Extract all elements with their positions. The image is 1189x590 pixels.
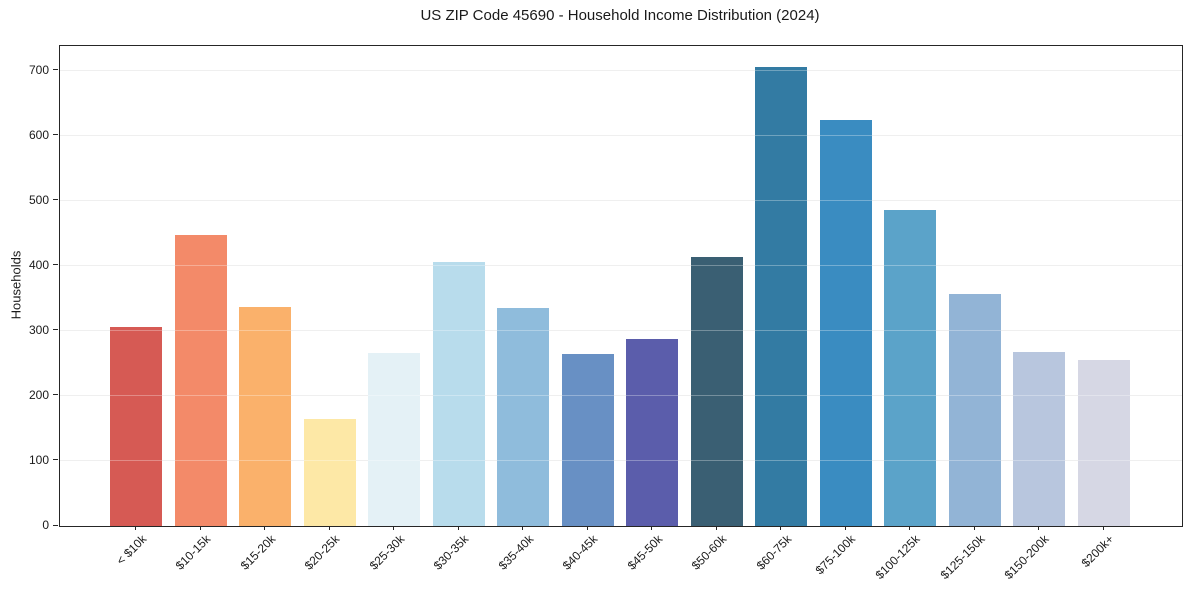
x-tick-mark xyxy=(393,526,394,530)
bar-60-75k xyxy=(755,66,807,526)
x-tick-mark xyxy=(909,526,910,530)
x-tick-label: $100-125k xyxy=(872,532,923,583)
plot-area xyxy=(59,45,1183,527)
gridline xyxy=(60,70,1182,72)
x-tick-mark xyxy=(199,526,201,530)
bar-100-125k xyxy=(884,209,936,526)
bar-25-30k xyxy=(368,353,420,526)
bar-200k xyxy=(1077,359,1130,526)
x-tick-label: $10-15k xyxy=(172,532,214,573)
x-tick-label: $45-50k xyxy=(624,532,665,573)
x-tick-label: < $10k xyxy=(113,532,149,568)
gridline-overlay xyxy=(60,460,1182,462)
x-tick-mark xyxy=(973,526,975,530)
x-tick-mark xyxy=(457,526,459,530)
y-tick-label: 400 xyxy=(28,257,49,272)
bar-50-60k xyxy=(690,256,743,526)
y-tick-mark xyxy=(53,69,58,71)
x-tick-label: $125-150k xyxy=(937,532,988,583)
x-tick-label: $25-30k xyxy=(366,532,407,573)
bar-45-50k xyxy=(626,339,678,526)
x-tick-mark xyxy=(522,526,523,530)
y-tick-mark xyxy=(53,199,58,201)
y-tick-label: 500 xyxy=(28,192,49,207)
y-tick-mark xyxy=(53,264,58,266)
y-tick-mark xyxy=(53,134,58,136)
y-tick-label: 0 xyxy=(42,518,49,532)
x-tick-label: $40-45k xyxy=(559,532,601,573)
bar-15-20k xyxy=(239,306,291,526)
y-tick-mark xyxy=(53,459,58,461)
x-tick-mark xyxy=(264,526,265,530)
gridline xyxy=(60,460,1182,462)
gridline xyxy=(60,395,1182,397)
gridline xyxy=(60,265,1182,267)
y-tick-label: 700 xyxy=(28,62,49,77)
bar-75-100k xyxy=(819,119,872,526)
gridline xyxy=(60,200,1182,202)
y-tick-label: 100 xyxy=(28,452,49,467)
bar-10k xyxy=(110,326,162,526)
x-tick-mark xyxy=(1038,526,1039,530)
gridline-overlay xyxy=(60,200,1182,202)
x-tick-mark xyxy=(780,526,781,530)
bar-150-200k xyxy=(1013,351,1065,526)
bar-10-15k xyxy=(174,235,227,526)
x-tick-label: $35-40k xyxy=(495,532,536,573)
x-tick-label: $50-60k xyxy=(688,532,730,573)
bar-20-25k xyxy=(303,418,356,526)
y-tick-mark xyxy=(53,329,58,331)
y-tick-label: 200 xyxy=(28,387,49,402)
x-tick-mark xyxy=(1102,526,1104,530)
x-tick-label: $60-75k xyxy=(753,532,794,573)
bar-30-35k xyxy=(432,261,485,526)
bar-35-40k xyxy=(497,308,549,526)
x-tick-label: $200k+ xyxy=(1078,532,1117,570)
y-tick-label: 300 xyxy=(28,322,49,337)
gridline-overlay xyxy=(60,70,1182,72)
y-tick-mark xyxy=(53,394,58,396)
gridline-overlay xyxy=(60,135,1182,137)
bar-40-45k xyxy=(561,353,614,526)
x-tick-mark xyxy=(586,526,588,530)
x-tick-label: $15-20k xyxy=(237,532,278,573)
gridline xyxy=(60,330,1182,332)
x-tick-mark xyxy=(328,526,330,530)
gridline xyxy=(60,135,1182,137)
gridline-overlay xyxy=(60,395,1182,397)
x-tick-mark xyxy=(844,526,846,530)
x-tick-label: $20-25k xyxy=(301,532,343,573)
gridline-overlay xyxy=(60,330,1182,332)
x-tick-label: $75-100k xyxy=(813,532,859,578)
y-tick-label: 600 xyxy=(28,127,49,142)
chart-title: US ZIP Code 45690 - Household Income Dis… xyxy=(420,7,820,24)
bar-125-150k xyxy=(948,293,1001,526)
x-tick-label: $30-35k xyxy=(430,532,472,573)
x-tick-label: $150-200k xyxy=(1001,532,1052,583)
x-tick-mark xyxy=(651,526,652,530)
y-tick-mark xyxy=(53,524,58,526)
x-tick-mark xyxy=(135,526,136,530)
x-tick-mark xyxy=(715,526,717,530)
gridline-overlay xyxy=(60,265,1182,267)
